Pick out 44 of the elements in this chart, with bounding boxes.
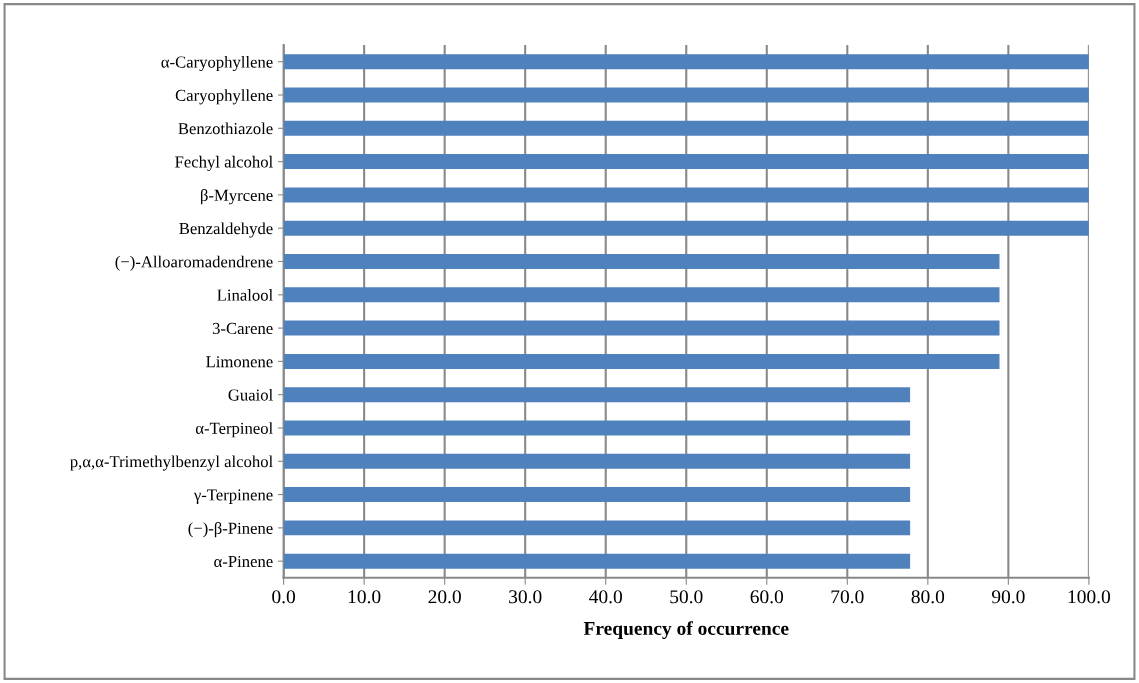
bar	[283, 254, 1000, 269]
x-tick-label: 80.0	[911, 590, 945, 604]
bar	[283, 54, 1089, 70]
x-axis-title: Frequency of occurrence	[583, 621, 789, 640]
bar	[283, 320, 1000, 336]
y-tick-label: Caryophyllene	[175, 89, 273, 105]
y-tick-label: Limonene	[206, 356, 273, 368]
x-tick-label: 90.0	[991, 590, 1025, 604]
y-tick-label: β-Myrcene	[201, 189, 273, 205]
bar	[283, 420, 911, 436]
y-tick-label: γ-Terpinene	[193, 489, 273, 504]
y-tick-label: Guaiol	[228, 388, 273, 401]
x-tick-label: 30.0	[509, 590, 542, 604]
bar	[283, 520, 911, 536]
bar	[283, 387, 911, 403]
bar	[283, 154, 1089, 170]
bar	[283, 120, 1089, 136]
y-tick-label: (−)-β-Pinene	[188, 522, 273, 538]
y-tick-label: Linalool	[217, 289, 273, 301]
y-tick-label: p,α,α-Trimethylbenzyl alcohol	[70, 455, 273, 471]
x-tick-label: 20.0	[428, 590, 461, 604]
bar	[283, 187, 1089, 203]
y-tick-label: Benzothiazole	[178, 122, 273, 135]
x-tick-label: 50.0	[670, 590, 703, 604]
x-tick-label: 60.0	[750, 590, 784, 604]
bar	[283, 220, 1089, 236]
bar	[283, 487, 911, 503]
x-tick-label: 40.0	[589, 590, 622, 604]
bar	[283, 87, 1089, 103]
x-tick-label: 0.0	[272, 590, 296, 604]
y-tick-label: α-Pinene	[214, 555, 273, 568]
y-tick-label: Fechyl alcohol	[175, 155, 273, 171]
y-tick-label: α-Terpineol	[195, 422, 273, 438]
y-tick-label: (−)-Alloaromadendrene	[115, 255, 273, 271]
y-tick-label: Benzaldehyde	[179, 222, 273, 238]
y-tick-label: α-Caryophyllene	[161, 55, 273, 72]
bar	[283, 453, 911, 469]
x-tick-label: 10.0	[348, 590, 381, 604]
x-tick-label: 70.0	[831, 590, 864, 604]
bar	[283, 353, 1000, 369]
y-tick-label: 3-Carene	[212, 322, 273, 335]
bar	[283, 287, 1000, 303]
x-tick-label: 100.0	[1068, 590, 1111, 604]
bar	[283, 553, 911, 569]
